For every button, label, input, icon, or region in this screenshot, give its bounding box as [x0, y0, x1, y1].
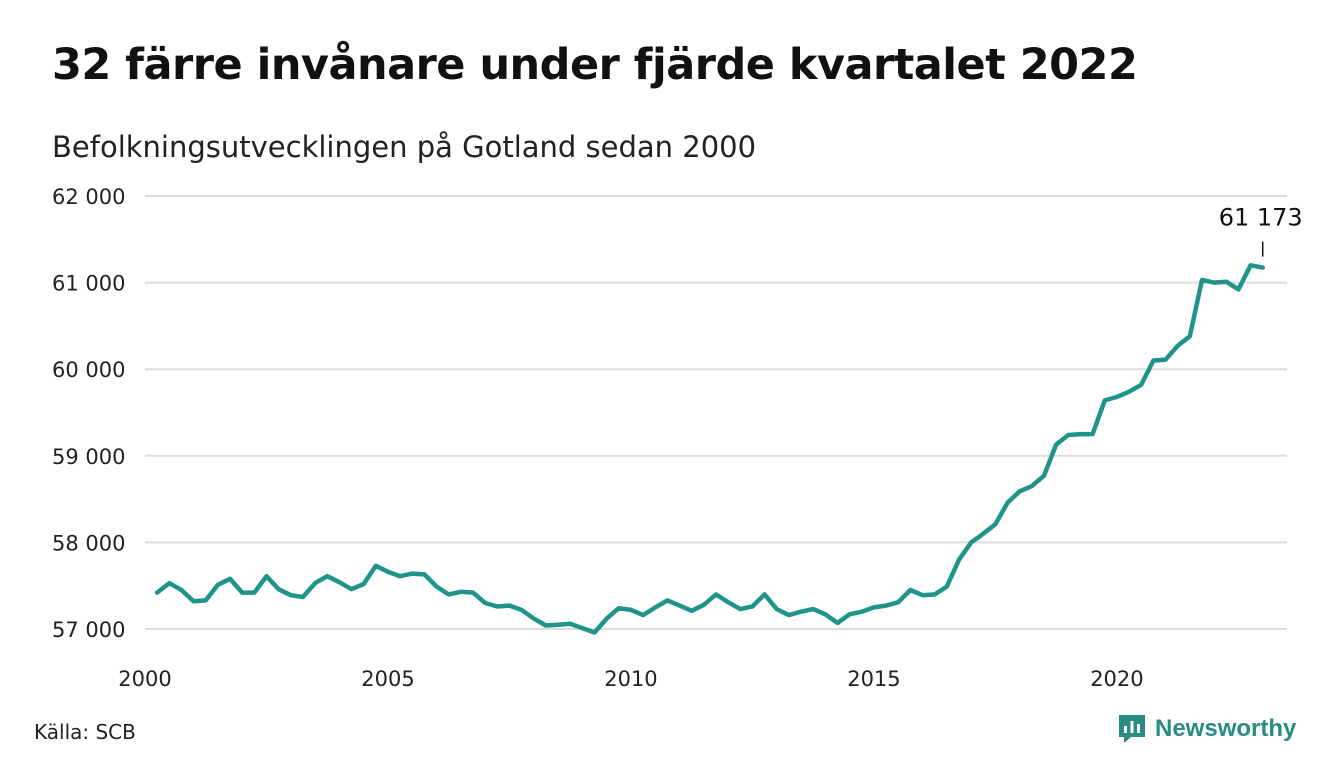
y-axis-ticks: 57 000 58 000 59 000 60 000 61 000 62 000 — [52, 185, 125, 642]
y-tick-label: 58 000 — [52, 531, 125, 555]
brand-logo: Newsworthy — [1117, 713, 1296, 745]
source-note: Källa: SCB — [34, 720, 136, 744]
chart-bubble-icon — [1119, 715, 1145, 743]
annotation-layer: 61 173 — [1219, 204, 1303, 257]
chart-title: 32 färre invånare under fjärde kvartalet… — [52, 40, 1138, 90]
x-tick-label: 2020 — [1090, 667, 1143, 691]
x-axis-ticks: 2000 2005 2010 2015 2020 — [118, 667, 1143, 691]
y-tick-label: 57 000 — [52, 618, 125, 642]
brand-name: Newsworthy — [1155, 715, 1297, 742]
x-tick-label: 2015 — [847, 667, 900, 691]
x-tick-label: 2000 — [118, 667, 171, 691]
y-tick-label: 60 000 — [52, 358, 125, 382]
y-tick-label: 61 000 — [52, 272, 125, 296]
series-layer — [154, 263, 1265, 635]
y-tick-label: 59 000 — [52, 445, 125, 469]
x-tick-label: 2010 — [604, 667, 657, 691]
end-value-label: 61 173 — [1219, 204, 1303, 232]
grid-lines — [145, 195, 1287, 630]
series-line — [154, 263, 1265, 635]
chart-subtitle: Befolkningsutvecklingen på Gotland sedan… — [52, 130, 757, 164]
x-tick-label: 2005 — [361, 667, 414, 691]
y-tick-label: 62 000 — [52, 185, 125, 209]
